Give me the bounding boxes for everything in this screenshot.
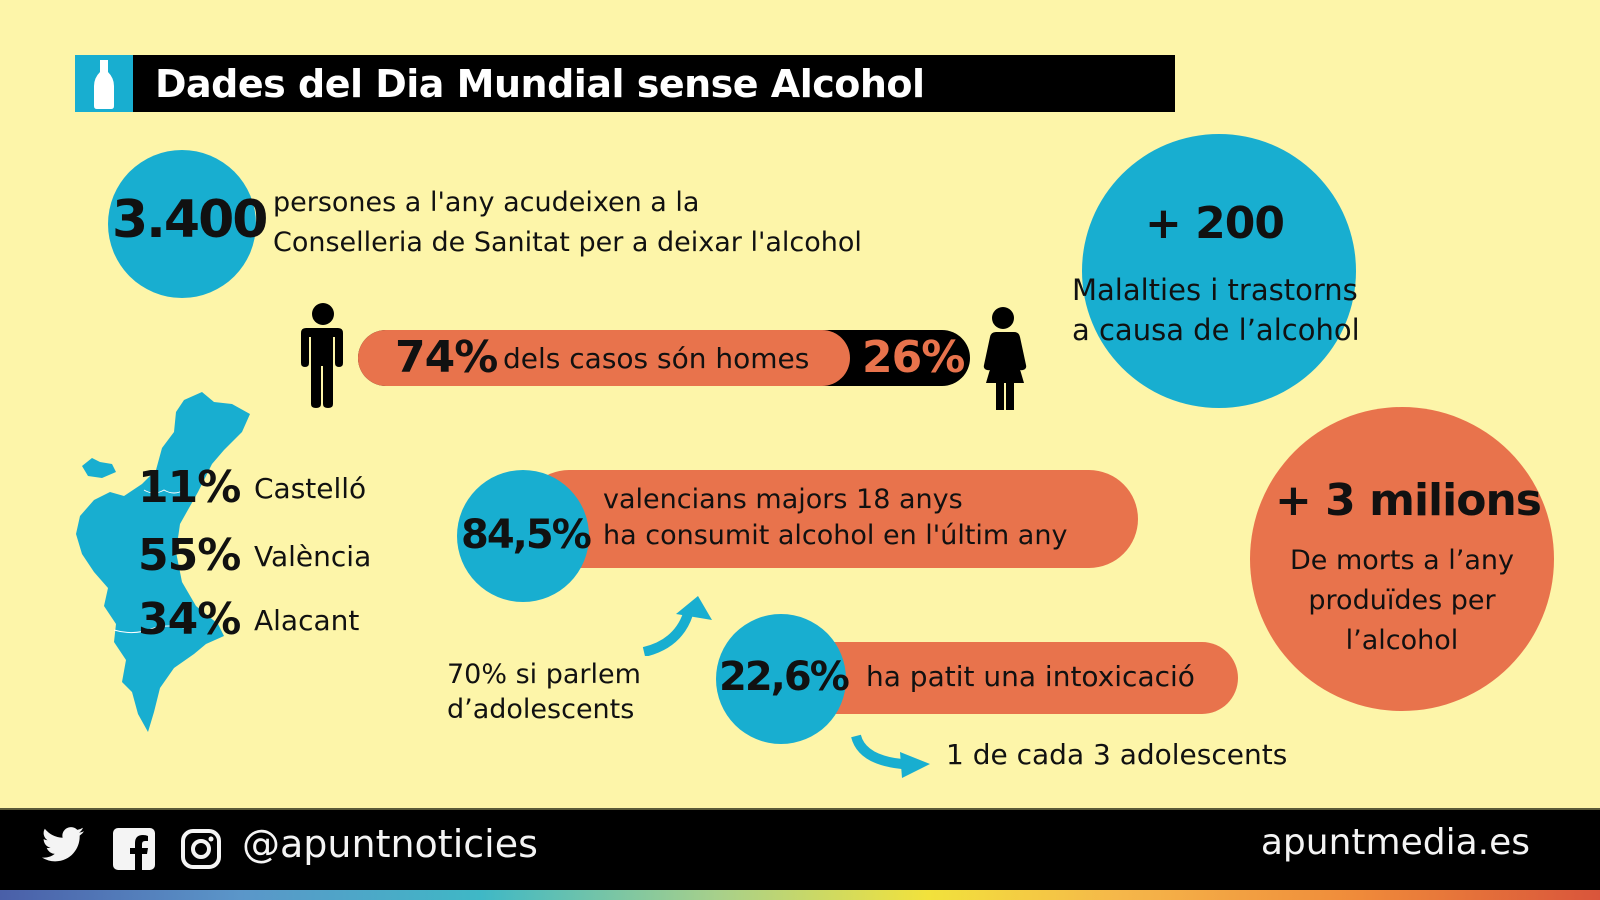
intoxication-bar: [770, 642, 1238, 714]
deaths-text-line2: produïdes per: [1308, 585, 1496, 616]
deaths-text: De morts a l’any produïdes per l’alcohol: [1250, 541, 1554, 661]
diseases-circle: [1082, 134, 1356, 408]
deaths-text-line3: l’alcohol: [1345, 625, 1459, 656]
people-circle: [108, 150, 256, 298]
consumption-text-line2: ha consumit alcohol en l'últim any: [603, 520, 1068, 551]
province-pct-valencia: 55%: [138, 530, 241, 581]
people-text-line1: persones a l'any acudeixen a la: [273, 187, 700, 218]
people-value: 3.400: [112, 190, 268, 250]
gradient-bar: [0, 890, 1600, 900]
consumption-circle: [457, 470, 589, 602]
header-accent: [75, 55, 133, 112]
gender-bar-men: [358, 330, 850, 386]
diseases-text-line2: a causa de l’alcohol: [1072, 313, 1360, 347]
province-name-alacant: Alacant: [254, 604, 360, 637]
page-title: Dades del Dia Mundial sense Alcohol: [155, 62, 925, 106]
men-text: dels casos són homes: [503, 342, 810, 375]
province-name-valencia: València: [254, 540, 372, 573]
diseases-text-line1: Malalties i trastorns: [1072, 273, 1358, 307]
arrow-down-icon: [851, 734, 930, 778]
facebook-icon[interactable]: [113, 828, 155, 870]
province-pct-alacant: 34%: [138, 594, 241, 645]
consumption-text-line1: valencians majors 18 anys: [603, 484, 963, 515]
header-bar: [75, 55, 1175, 112]
women-pct: 26%: [862, 332, 965, 383]
arrow-up-icon: [642, 596, 712, 656]
people-text: persones a l'any acudeixen a la Conselle…: [273, 183, 862, 263]
adolescents-note-line1: 70% si parlem: [447, 659, 641, 690]
intoxication-note: 1 de cada 3 adolescents: [946, 738, 1288, 771]
men-pct: 74%: [395, 332, 498, 383]
instagram-icon[interactable]: [180, 828, 222, 870]
woman-icon: [983, 307, 1027, 410]
diseases-text: Malalties i trastorns a causa de l’alcoh…: [1072, 270, 1360, 350]
province-name-castello: Castelló: [254, 472, 367, 505]
deaths-text-line1: De morts a l’any: [1290, 545, 1514, 576]
diseases-value: + 200: [1145, 198, 1285, 249]
deaths-circle: [1250, 407, 1554, 711]
province-pct-castello: 11%: [138, 462, 241, 513]
consumption-value: 84,5%: [461, 512, 592, 558]
website-link[interactable]: apuntmedia.es: [1260, 822, 1530, 863]
consumption-text: valencians majors 18 anys ha consumit al…: [603, 482, 1067, 554]
intoxication-circle: [716, 614, 846, 744]
deaths-value: + 3 milions: [1275, 475, 1542, 526]
intoxication-value: 22,6%: [719, 654, 850, 700]
man-icon: [301, 303, 343, 408]
adolescents-note: 70% si parlem d’adolescents: [447, 657, 641, 727]
footer: [0, 808, 1600, 890]
adolescents-note-line2: d’adolescents: [447, 694, 635, 725]
twitter-icon[interactable]: [40, 826, 86, 866]
people-text-line2: Conselleria de Sanitat per a deixar l'al…: [273, 227, 862, 258]
consumption-bar: [520, 470, 1138, 568]
intoxication-text: ha patit una intoxicació: [866, 660, 1195, 693]
social-handle[interactable]: @apuntnoticies: [242, 822, 538, 866]
valencia-map: [76, 392, 250, 732]
bottle-icon: [94, 60, 114, 109]
